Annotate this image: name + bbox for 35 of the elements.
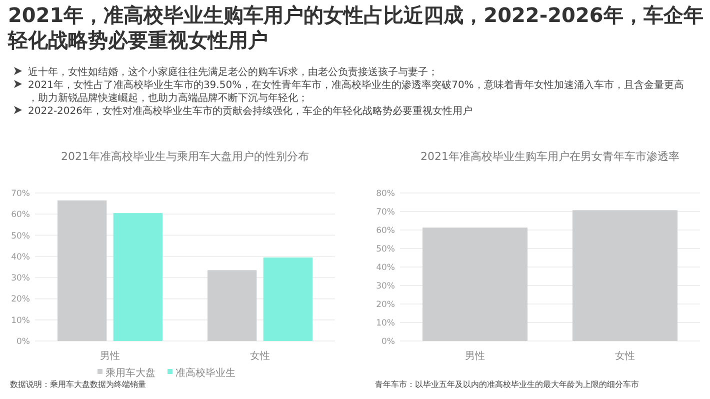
bar — [208, 270, 257, 341]
chart-title: 2021年准高校毕业生与乘用车大盘用户的性别分布 — [61, 150, 309, 163]
x-tick-label: 男性 — [465, 350, 485, 362]
x-tick-label: 女性 — [250, 350, 270, 362]
bar — [113, 213, 162, 341]
y-tick-label: 0% — [382, 337, 395, 347]
bar — [58, 200, 107, 341]
y-tick-label: 10% — [376, 318, 395, 328]
y-tick-label: 10% — [11, 316, 30, 326]
y-tick-label: 20% — [376, 300, 395, 310]
y-tick-label: 70% — [11, 189, 30, 199]
legend-label: 准高校毕业生 — [176, 367, 236, 379]
y-tick-label: 0% — [16, 337, 30, 347]
y-tick-label: 70% — [376, 208, 395, 218]
text: 青年车市：以毕业五年及以内的准高校毕业生的最大年龄为上限的细分车市 — [375, 380, 639, 389]
y-tick-label: 60% — [11, 210, 30, 220]
y-tick-label: 50% — [11, 231, 30, 242]
text: 2021年，准高校毕业生购车用户的女性占比近四成，2022-2026年，车企年轻化战略势必要重视女性用户 — [7, 3, 704, 52]
text: 2021年，女性占了准高校毕业生车市的39.50%，在女性青年车市，准高校毕业生的渗透率突破70%，意味着青年女性加速涌入车市，且含金量更高，助力新锐品牌快速崛起，也助力高端品牌不断下沉与年轻化； — [28, 79, 684, 104]
y-tick-label: 30% — [376, 282, 395, 292]
text: 数据说明：乘用车大盘数据为终端销量 — [10, 380, 146, 389]
y-tick-label: 50% — [376, 244, 395, 254]
x-tick-label: 男性 — [100, 350, 120, 362]
text: 2022-2026年，女性对准高校毕业生车市的贡献会持续强化，车企的年轻化战略势必要重视女性用户 — [28, 105, 473, 117]
y-tick-label: 60% — [376, 226, 395, 236]
legend-label: 乘用车大盘 — [106, 367, 156, 379]
y-tick-label: 20% — [11, 294, 30, 305]
text: 近十年，女性如结婚，这个小家庭往往先满足老公的购车诉求，由老公负责接送孩子与妻子； — [28, 66, 438, 78]
y-tick-label: 80% — [376, 189, 395, 199]
x-tick-label: 女性 — [615, 350, 635, 362]
chart-title: 2021年准高校毕业生购车用户在男女青年车市渗透率 — [420, 150, 680, 163]
y-tick-label: 40% — [376, 263, 395, 273]
y-tick-label: 40% — [11, 252, 30, 262]
bar — [263, 257, 312, 341]
y-tick-label: 30% — [11, 274, 30, 284]
